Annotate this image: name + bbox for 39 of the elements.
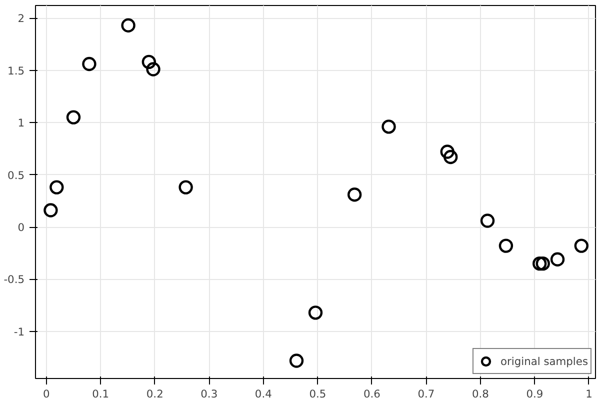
x-tick-label: 0.1 — [92, 388, 110, 400]
x-tick-label: 0.2 — [146, 388, 164, 400]
point — [146, 62, 160, 76]
y-tick-label: 0 — [18, 221, 25, 234]
point — [532, 256, 547, 271]
point — [121, 18, 136, 32]
y-tick-label: -1 — [14, 325, 25, 338]
x-tick-label: 0.5 — [309, 388, 326, 400]
point — [82, 56, 96, 72]
y-tick-label: -0.5 — [4, 273, 25, 286]
x-tick-label: 0.7 — [418, 388, 435, 400]
point — [178, 180, 193, 194]
point — [536, 256, 550, 271]
point — [498, 238, 514, 253]
point — [308, 306, 323, 320]
point — [142, 54, 156, 70]
point — [550, 252, 565, 266]
point — [440, 144, 454, 159]
x-tick-label: 0.8 — [472, 388, 490, 400]
legend-label: original samples — [500, 354, 588, 368]
point — [444, 150, 458, 164]
x-tick-label: 0.3 — [200, 388, 218, 400]
point — [66, 110, 81, 124]
y-tick-label: 0.5 — [8, 168, 25, 182]
point — [44, 203, 58, 218]
point — [480, 214, 495, 228]
x-tick-label: 0.9 — [526, 388, 544, 400]
x-tick-label: 0.6 — [363, 388, 381, 400]
x-tick-label: 0.4 — [254, 388, 272, 400]
y-tick-label: 1 — [18, 116, 24, 130]
y-tick-label: 2 — [18, 12, 24, 26]
y-tick-label: 1.5 — [8, 64, 25, 78]
point — [574, 238, 588, 253]
point — [289, 354, 304, 368]
x-tick-label: 1 — [586, 388, 592, 400]
point — [347, 188, 362, 202]
point — [382, 120, 396, 134]
x-tick-label: 0 — [42, 388, 50, 400]
point — [50, 180, 64, 194]
